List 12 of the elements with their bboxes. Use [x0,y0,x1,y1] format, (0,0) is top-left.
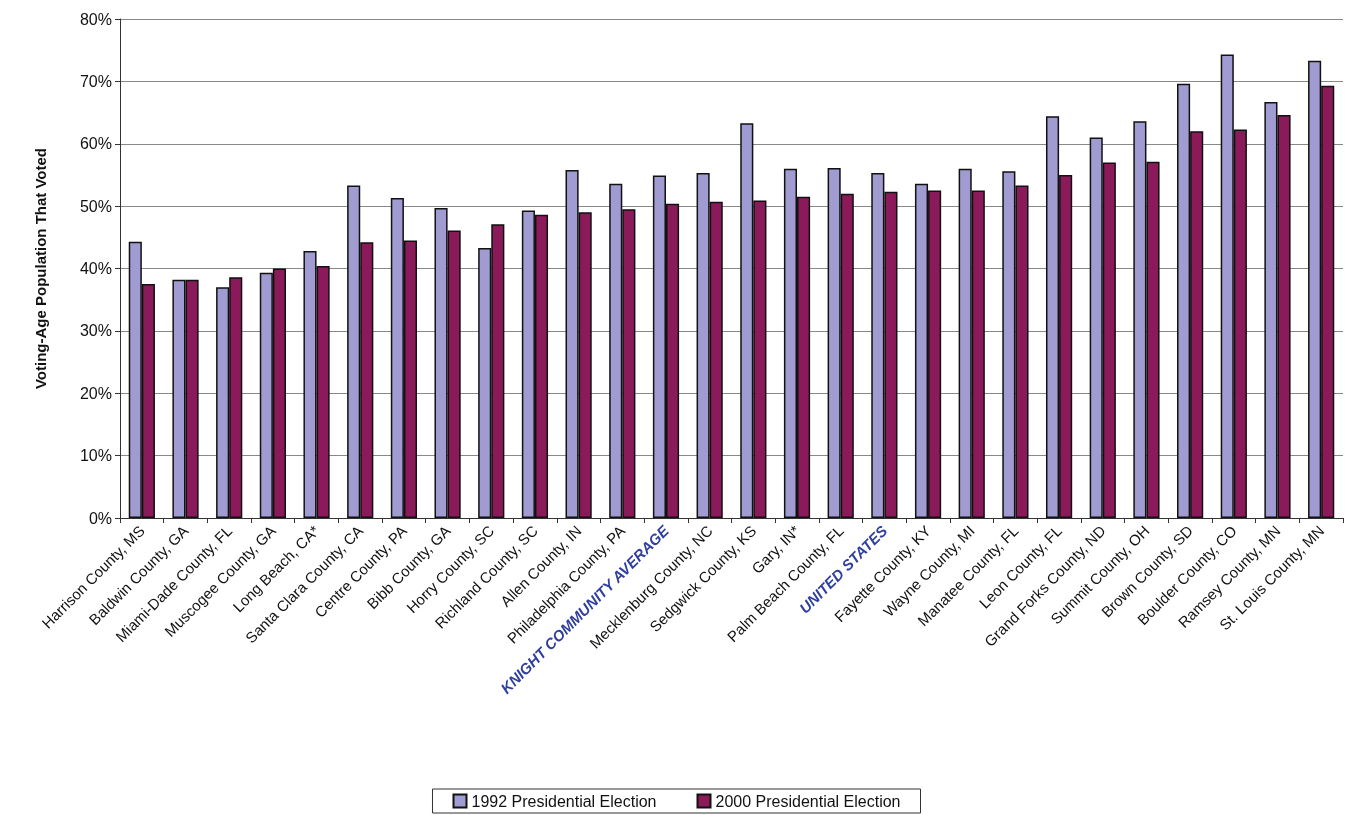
legend-label: 1992 Presidential Election [471,792,657,810]
y-tick-label: 40% [79,260,112,277]
y-axis-title: Voting-Age Population That Voted [32,147,49,390]
y-tick-label: 80% [79,10,112,28]
y-tick-label: 10% [79,447,112,465]
legend-label: 2000 Presidential Election [715,792,901,810]
y-tick-label: 20% [79,384,112,402]
y-tick-label: 50% [79,197,112,215]
y-tick-label: 70% [79,72,112,90]
y-tick-label: 30% [79,322,112,340]
y-tick-label: 0% [88,509,112,527]
y-tick-label: 60% [79,135,112,153]
